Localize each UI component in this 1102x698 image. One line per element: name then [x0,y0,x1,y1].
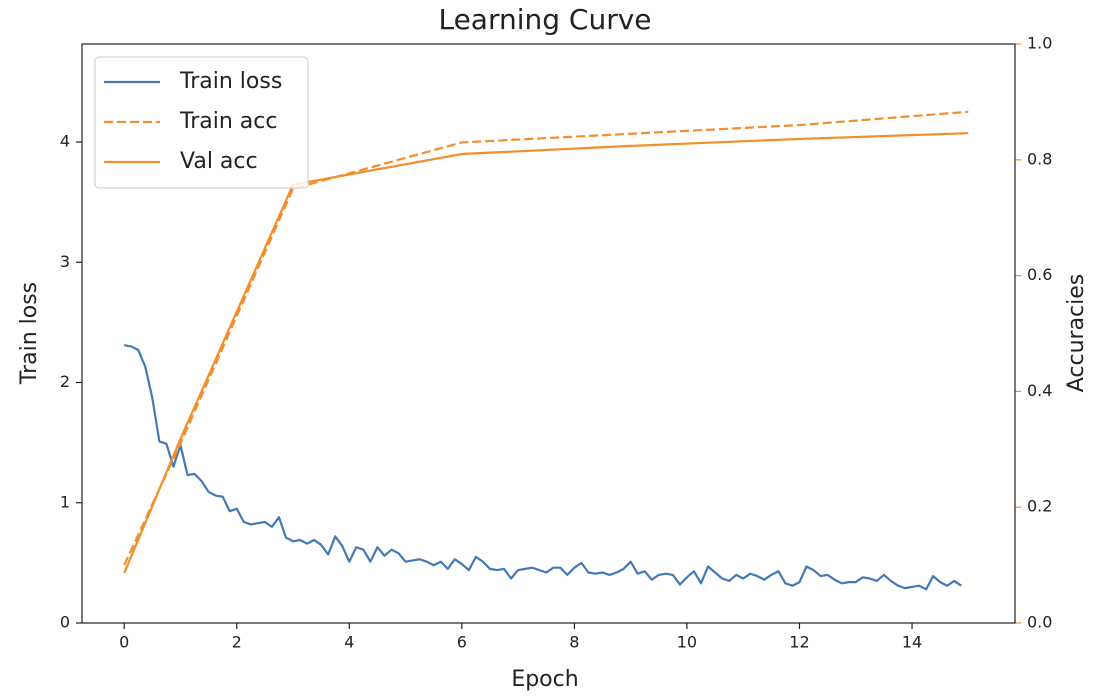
y2-tick-label: 0.6 [1027,265,1052,284]
x-tick-label: 4 [344,633,354,652]
x-tick-label: 6 [457,633,467,652]
legend-label: Val acc [180,149,258,174]
x-tick-label: 0 [119,633,129,652]
y2-tick-label: 0.4 [1027,381,1052,400]
legend-box [94,56,309,189]
series-line [124,344,962,591]
legend-label: Train acc [179,109,277,134]
x-tick-label: 10 [677,633,697,652]
y-axis-label: Train loss [17,282,42,385]
y2-tick-label: 0.8 [1027,149,1052,168]
chart-title: Learning Curve [438,3,651,36]
x-tick-label: 12 [789,633,809,652]
series-line [123,110,969,566]
y-tick-label: 4 [60,132,70,151]
x-tick-label: 2 [232,633,242,652]
legend-label: Train loss [179,69,282,94]
y2-tick-label: 0.2 [1027,497,1052,516]
y-tick-label: 0 [60,613,70,632]
y2-tick-label: 1.0 [1027,34,1052,53]
plot-frame [81,43,1016,624]
x-tick-label: 8 [569,633,579,652]
legend: Train loss Train acc Val acc [94,56,309,189]
y-tick-label: 3 [60,252,70,271]
y-tick-label: 2 [60,372,70,391]
x-axis-label: Epoch [511,667,578,692]
y2-axis-label: Accuracies [1064,274,1089,393]
y2-tick-label: 0.0 [1027,613,1052,632]
series-line [123,132,969,574]
y-tick-label: 1 [60,492,70,511]
x-tick-label: 14 [902,633,922,652]
